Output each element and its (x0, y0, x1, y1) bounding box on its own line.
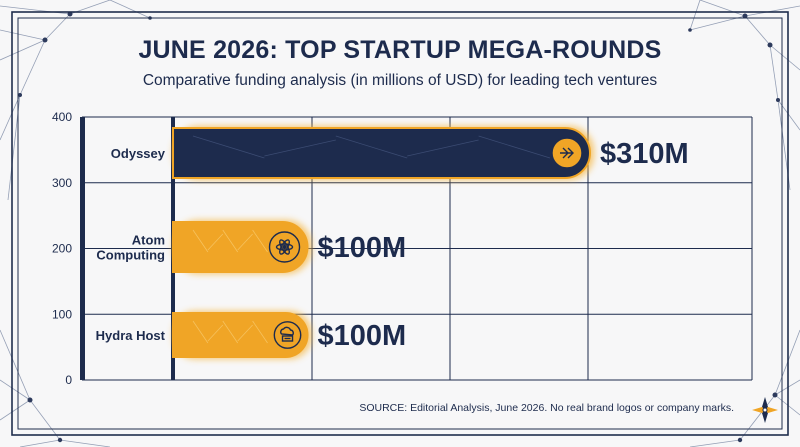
bar-odyssey: $310M (172, 126, 689, 180)
bar-texture (192, 320, 209, 344)
bar-body (172, 312, 309, 358)
bar-texture (192, 135, 265, 159)
decorative-network-top-right (688, 0, 800, 191)
bar-hydra-host: $100M (172, 311, 407, 359)
y-tick-label: 400 (52, 110, 72, 124)
bar-body (172, 127, 591, 179)
bar-texture (252, 229, 268, 253)
inner-frame (17, 17, 783, 430)
y-tick-label: 0 (65, 373, 72, 387)
bar-texture (222, 229, 239, 253)
outer-frame (11, 11, 789, 436)
bar-texture (237, 324, 253, 342)
source-note: SOURCE: Editorial Analysis, June 2026. N… (359, 402, 734, 414)
bar-texture (222, 320, 239, 344)
y-axis-ticks: 0 100 200 300 400 (52, 110, 72, 387)
arrow-right-icon (560, 147, 574, 159)
chart-title: JUNE 2026: TOP STARTUP MEGA-ROUNDS (138, 36, 662, 64)
category-label: Odyssey (111, 146, 166, 161)
chart-subtitle: Comparative funding analysis (in million… (142, 72, 658, 89)
bar-texture (237, 233, 253, 251)
value-label: $310M (600, 138, 689, 170)
value-label: $100M (318, 232, 407, 264)
bar-texture (192, 229, 209, 253)
decorative-network-top-left (0, 0, 152, 201)
bars-group: $310M $100M $100M (172, 126, 689, 359)
y-axis-line (80, 117, 85, 380)
bar-texture (252, 320, 268, 344)
category-label: Computing (96, 248, 165, 263)
y-tick-label: 300 (52, 176, 72, 190)
bar-atom-computing: $100M (172, 220, 407, 274)
bar-texture (207, 324, 224, 342)
cloud-server-icon (280, 326, 294, 342)
bar-texture (407, 139, 479, 157)
decorative-network-bottom-left (0, 329, 111, 447)
y-tick-label: 100 (52, 307, 72, 321)
bar-texture (264, 139, 336, 157)
atom-icon (275, 239, 294, 255)
category-label: Hydra Host (96, 328, 166, 343)
y-tick-label: 200 (52, 242, 72, 256)
compass-logo (752, 397, 778, 423)
category-label: Atom (132, 233, 165, 248)
bar-texture (207, 233, 224, 251)
value-label: $100M (318, 320, 407, 352)
bar-texture (478, 135, 551, 159)
bar-texture (335, 135, 408, 159)
